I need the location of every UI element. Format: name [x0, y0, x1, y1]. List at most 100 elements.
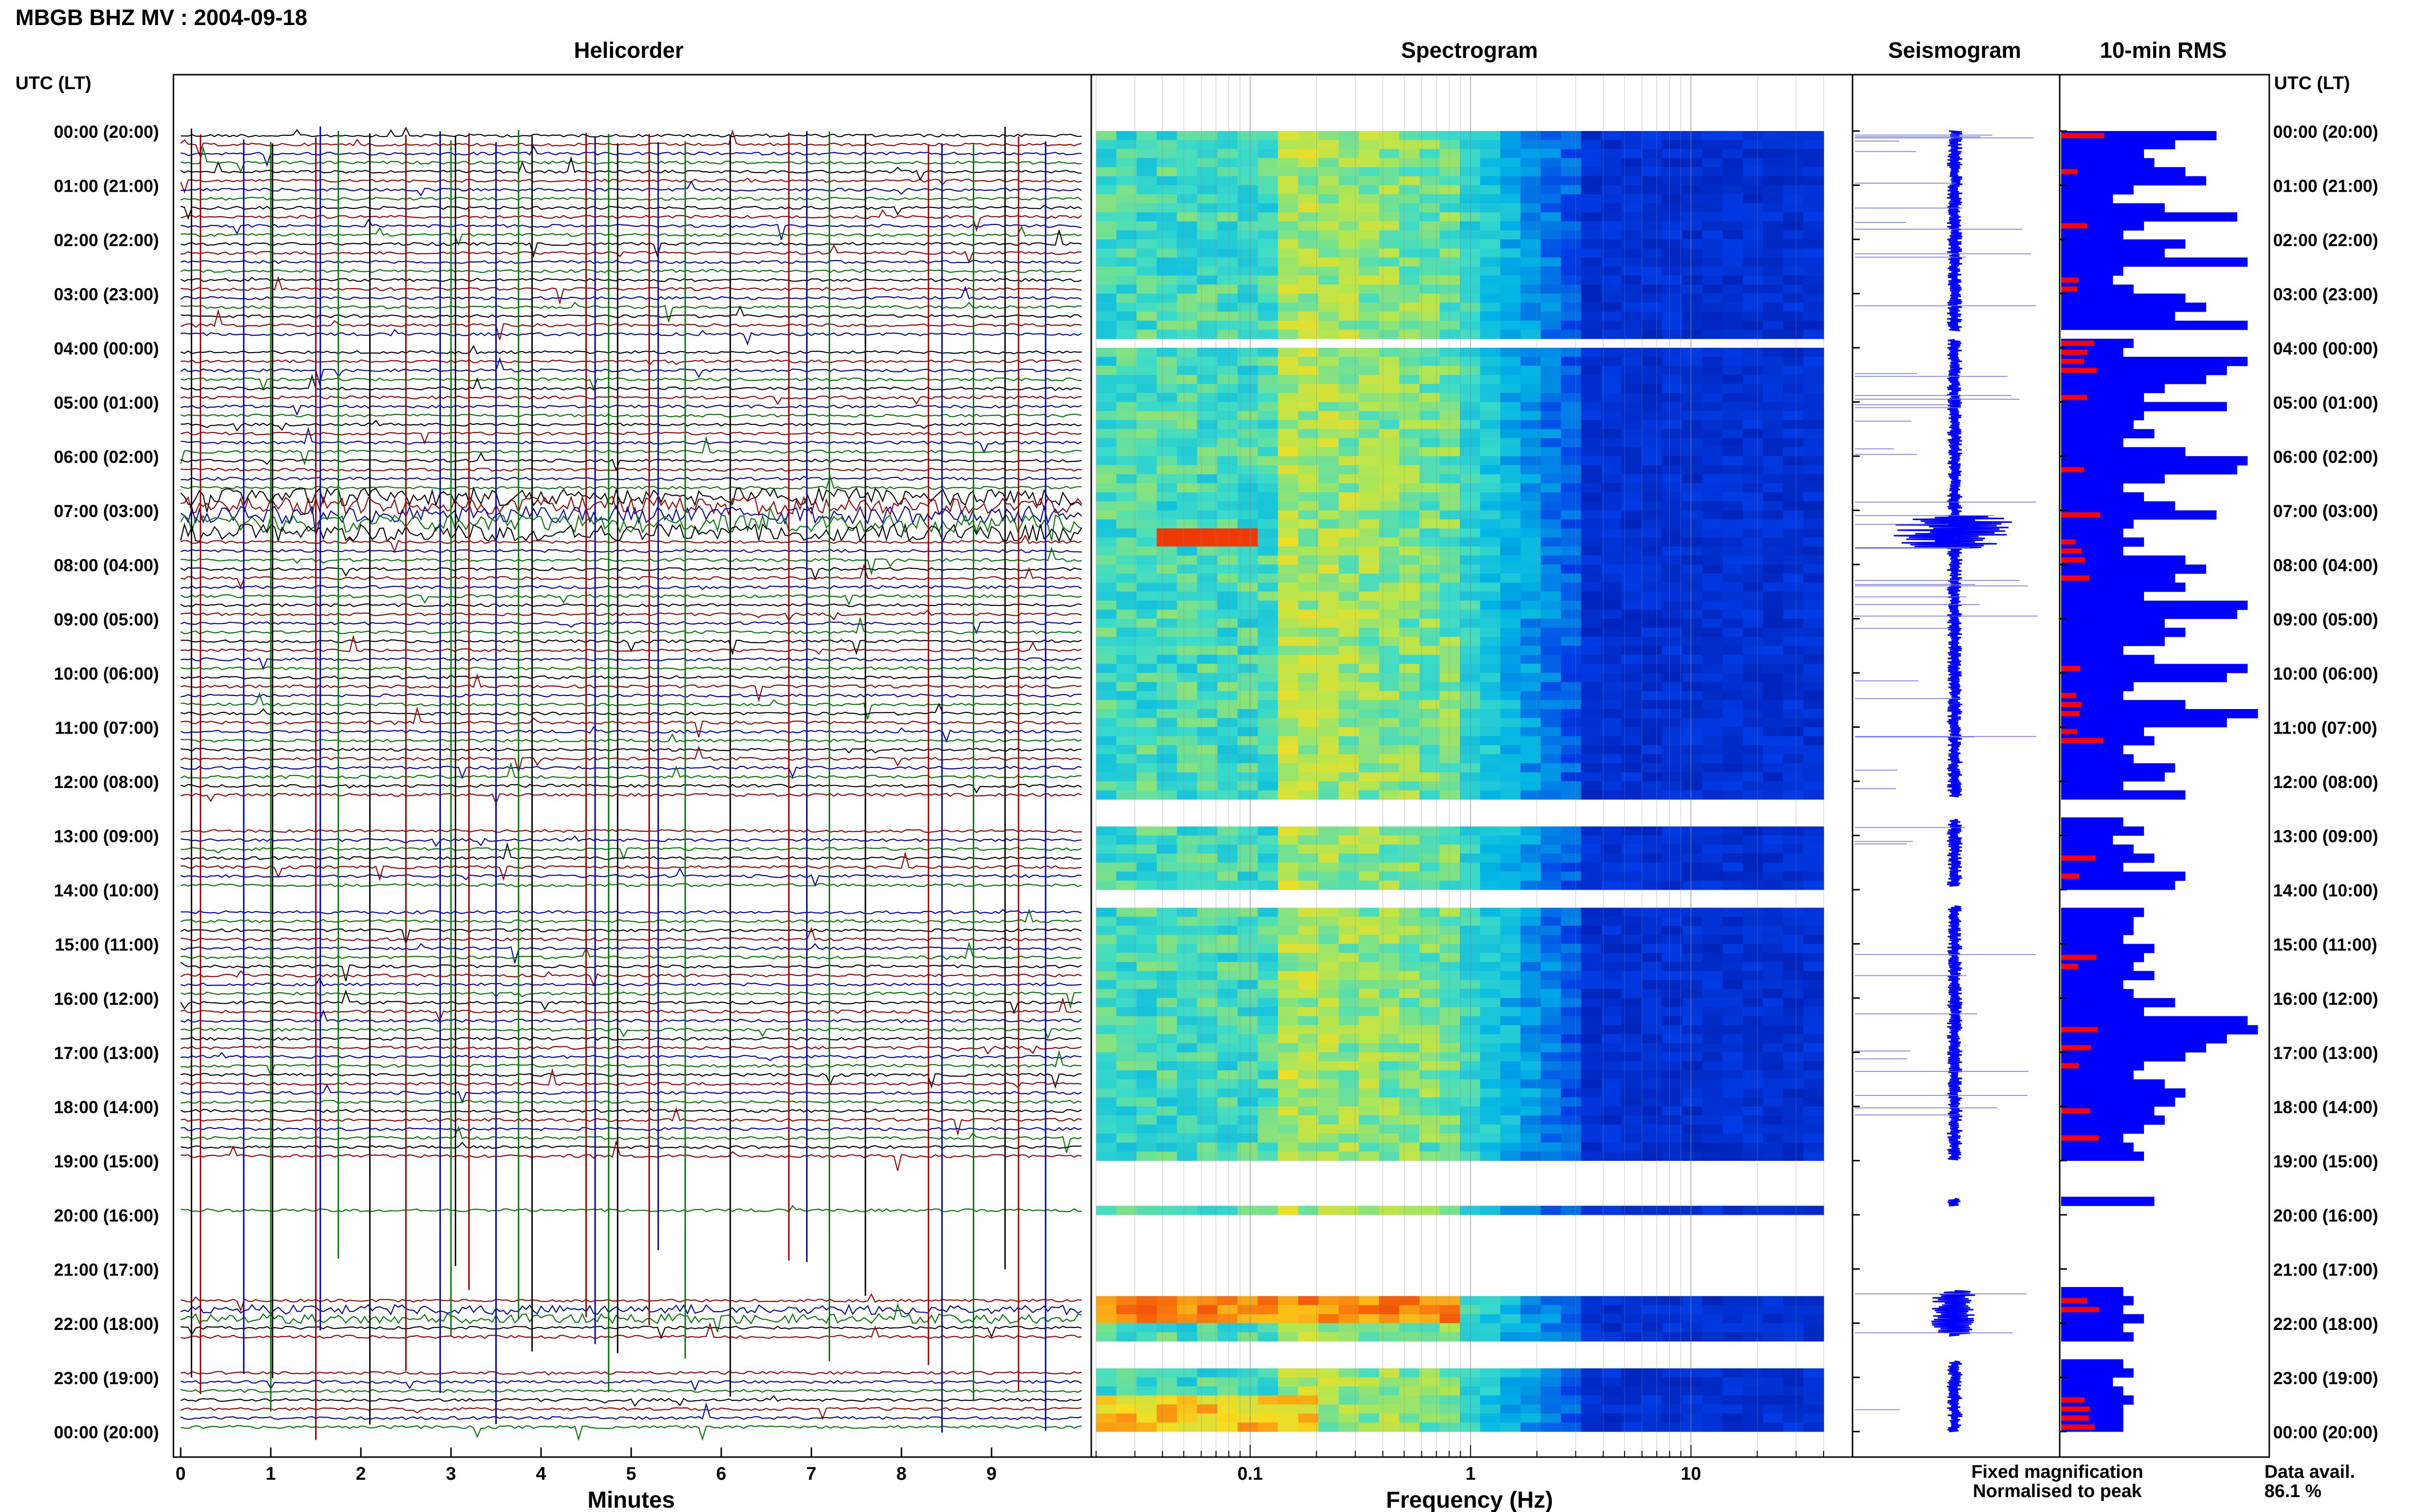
- spectrogram-cell: [1399, 628, 1420, 637]
- spectrogram-cell: [1419, 1016, 1441, 1026]
- spectrogram-cell: [1641, 1052, 1663, 1062]
- spectrogram-cell: [1359, 1133, 1380, 1143]
- spectrogram-cell: [1399, 1386, 1420, 1396]
- spectrogram-cell: [1197, 257, 1218, 267]
- spectrogram-cell: [1722, 239, 1744, 249]
- spectrogram-cell: [1338, 221, 1360, 231]
- spectrogram-cell: [1156, 167, 1178, 177]
- spectrogram-cell: [1338, 1133, 1360, 1143]
- spectrogram-cell: [1500, 989, 1521, 999]
- spectrogram-cell: [1399, 1377, 1420, 1387]
- spectrogram-cell: [1641, 1133, 1663, 1143]
- spectrogram-cell: [1803, 772, 1824, 782]
- spectrogram-cell: [1500, 537, 1521, 547]
- spectrogram-cell: [1237, 1115, 1258, 1125]
- spectrogram-cell: [1682, 248, 1703, 258]
- spectrogram-cell: [1298, 609, 1319, 619]
- spectrogram-cell: [1621, 781, 1642, 791]
- spectrogram-cell: [1662, 266, 1683, 276]
- spectrogram-cell: [1177, 565, 1198, 574]
- spectrogram-cell: [1318, 1422, 1339, 1432]
- spectrogram-cell: [1480, 700, 1501, 710]
- spectrogram-cell: [1662, 384, 1683, 394]
- rms-bar-fixed: [2061, 149, 2144, 158]
- spectrogram-cell: [1318, 618, 1339, 628]
- spectrogram-cell: [1621, 239, 1642, 249]
- spectrogram-cell: [1763, 609, 1784, 619]
- spectrogram-cell: [1581, 312, 1602, 321]
- spectrogram-cell: [1662, 212, 1683, 222]
- spectrogram-cell: [1359, 329, 1380, 339]
- spectrogram-cell: [1116, 582, 1137, 592]
- spectrogram-cell: [1520, 492, 1541, 502]
- spectrogram-cell: [1561, 637, 1582, 646]
- spectrogram-cell: [1581, 844, 1602, 854]
- spectrogram-cell: [1520, 248, 1541, 258]
- spectrogram-cell: [1419, 618, 1441, 628]
- spectrogram-cell: [1096, 1404, 1117, 1414]
- spectrogram-cell: [1257, 411, 1279, 421]
- spectrogram-cell: [1682, 736, 1703, 746]
- spectrogram-cell: [1318, 167, 1339, 177]
- spectrogram-cell: [1641, 203, 1663, 213]
- spectrogram-cell: [1722, 537, 1744, 547]
- spectrogram-cell: [1237, 1323, 1258, 1333]
- spectrogram-cell: [1540, 664, 1562, 673]
- spectrogram-cell: [1601, 934, 1622, 944]
- spectrogram-cell: [1156, 790, 1178, 800]
- spectrogram-cell: [1338, 1016, 1360, 1026]
- spectrogram-cell: [1197, 781, 1218, 791]
- spectrogram-cell: [1419, 781, 1441, 791]
- spectrogram-cell: [1399, 881, 1420, 890]
- spectrogram-cell: [1318, 537, 1339, 547]
- spectrogram-cell: [1500, 492, 1521, 502]
- spectrogram-cell: [1440, 284, 1460, 294]
- time-label-left: 23:00 (19:00): [54, 1368, 159, 1388]
- spectrogram-cell: [1136, 1377, 1157, 1387]
- helicorder-trace: [180, 1084, 1082, 1104]
- spectrogram-cell: [1318, 673, 1339, 683]
- spectrogram-cell: [1136, 276, 1157, 285]
- spectrogram-cell: [1662, 1106, 1683, 1116]
- spectrogram-cell: [1540, 149, 1562, 158]
- spectrogram-cell: [1419, 718, 1441, 727]
- spectrogram-cell: [1520, 447, 1541, 457]
- spectrogram-cell: [1763, 844, 1784, 854]
- spectrogram-cell: [1682, 655, 1703, 664]
- spectrogram-cell: [1561, 989, 1582, 999]
- spectrogram-cell: [1540, 1143, 1562, 1152]
- helicorder-trace: [180, 359, 1082, 366]
- spectrogram-cell: [1803, 907, 1824, 917]
- spectrogram-cell: [1540, 131, 1562, 141]
- spectrogram-cell: [1136, 998, 1157, 1008]
- spectrogram-cell: [1803, 384, 1824, 394]
- helicorder-trace: [180, 1389, 1082, 1393]
- spectrogram-cell: [1217, 1151, 1238, 1161]
- spectrogram-cell: [1257, 1151, 1279, 1161]
- spectrogram-cell: [1338, 1377, 1360, 1387]
- spectrogram-cell: [1298, 528, 1319, 538]
- spectrogram-cell: [1359, 664, 1380, 673]
- spectrogram-cell: [1540, 537, 1562, 547]
- spectrogram-cell: [1621, 835, 1642, 845]
- spectrogram-cell: [1278, 1332, 1299, 1341]
- spectrogram-cell: [1803, 1377, 1824, 1387]
- spectrogram-cell: [1783, 176, 1804, 185]
- spectrogram-cell: [1399, 555, 1420, 565]
- spectrogram-cell: [1298, 844, 1319, 854]
- spectrogram-cell: [1379, 320, 1400, 330]
- spectrogram-cell: [1156, 1079, 1178, 1089]
- spectrogram-cell: [1257, 655, 1279, 664]
- spectrogram-cell: [1803, 1332, 1824, 1341]
- spectrogram-cell: [1561, 790, 1582, 800]
- spectrogram-cell: [1641, 483, 1663, 493]
- spectrogram-cell: [1440, 1143, 1460, 1152]
- spectrogram-cell: [1662, 926, 1683, 935]
- spectrogram-cell: [1581, 637, 1602, 646]
- spectrogram-cell: [1702, 1296, 1723, 1305]
- spectrogram-cell: [1621, 618, 1642, 628]
- spectrogram-cell: [1338, 194, 1360, 204]
- spectrogram-cell: [1783, 934, 1804, 944]
- spectrogram-cell: [1278, 727, 1299, 736]
- spectrogram-cell: [1318, 555, 1339, 565]
